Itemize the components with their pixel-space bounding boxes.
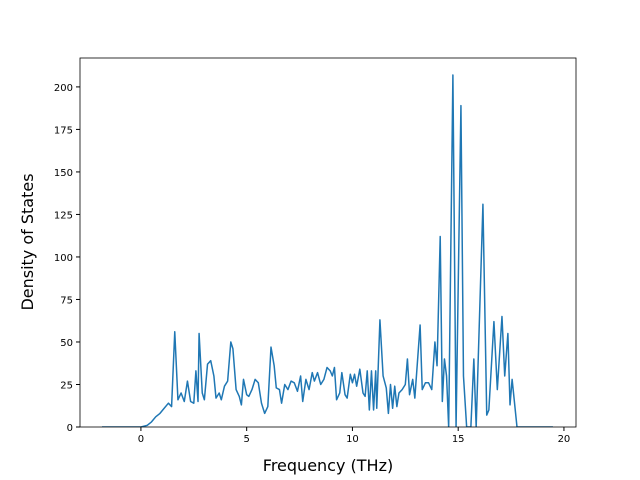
y-tick-label: 150 [54,168,73,179]
x-tick-label: 20 [558,434,571,445]
y-tick-label: 0 [67,423,73,434]
line [102,74,553,427]
x-axis-label: Frequency (THz) [263,456,393,475]
x-tick-label: 15 [452,434,465,445]
plot-frame [79,57,577,428]
y-tick-label: 200 [54,83,73,94]
y-tick-label: 75 [60,295,73,306]
x-tick-label: 0 [138,434,144,445]
y-tick-label: 125 [54,210,73,221]
x-tick-label: 5 [243,434,249,445]
y-tick-label: 100 [54,253,73,264]
y-axis-label: Density of States [18,173,37,310]
y-tick-label: 175 [54,125,73,136]
y-tick-label: 25 [60,380,73,391]
y-tick-label: 50 [60,338,73,349]
x-tick-label: 10 [346,434,359,445]
